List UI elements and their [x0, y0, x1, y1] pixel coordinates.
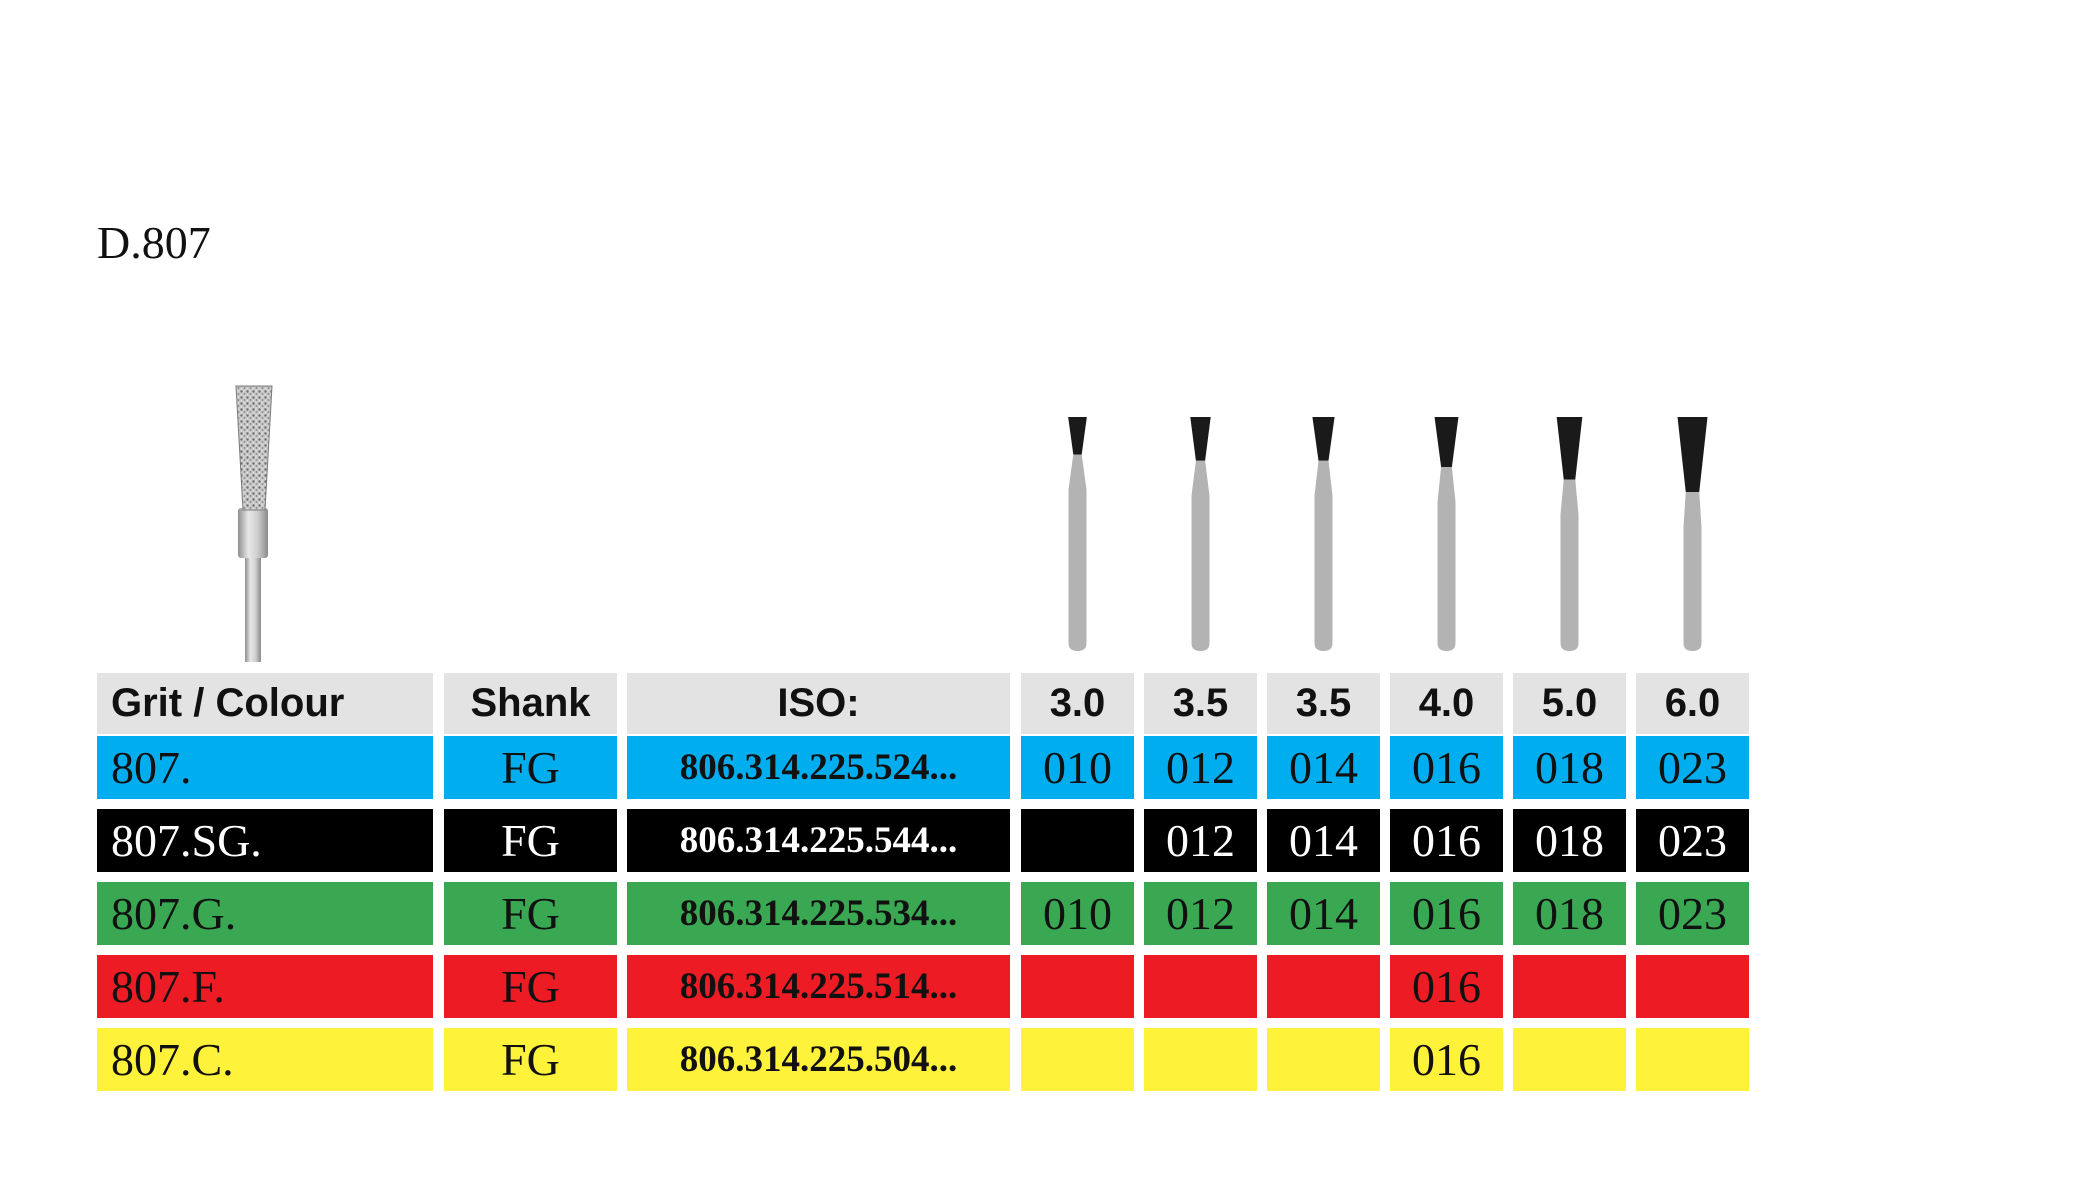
size-cell — [1513, 955, 1626, 1018]
grit-cell: 807.G. — [97, 882, 433, 945]
shank-cell: FG — [444, 882, 617, 945]
grit-cell: 807. — [97, 736, 433, 799]
size-cell: 018 — [1513, 809, 1626, 872]
size-cell — [1144, 1028, 1257, 1091]
page-title: D.807 — [97, 217, 211, 268]
iso-cell: 806.314.225.514... — [627, 955, 1010, 1018]
header-length: 6.0 — [1636, 673, 1749, 734]
size-cell: 014 — [1267, 736, 1380, 799]
iso-cell: 806.314.225.524... — [627, 736, 1010, 799]
size-cell — [1267, 955, 1380, 1018]
size-cell: 010 — [1021, 736, 1134, 799]
shank-cell: FG — [444, 1028, 617, 1091]
shank-cell: FG — [444, 736, 617, 799]
bur-shank — [1191, 460, 1210, 651]
bur-shank — [1683, 492, 1702, 651]
bur-shank — [1314, 460, 1333, 651]
header-shank: Shank — [444, 673, 617, 734]
header-iso: ISO: — [627, 673, 1010, 734]
size-cell: 014 — [1267, 882, 1380, 945]
size-cell: 016 — [1390, 882, 1503, 945]
size-cell: 023 — [1636, 736, 1749, 799]
bur-shank — [1560, 479, 1579, 651]
bur-photo-head — [235, 385, 273, 511]
shank-cell: FG — [444, 955, 617, 1018]
shank-cell: FG — [444, 809, 617, 872]
size-cell: 018 — [1513, 882, 1626, 945]
size-cell — [1267, 1028, 1380, 1091]
size-cell: 014 — [1267, 809, 1380, 872]
bur-silhouette-icon — [1434, 417, 1459, 651]
size-cell: 016 — [1390, 955, 1503, 1018]
size-cell — [1513, 1028, 1626, 1091]
header-length: 3.5 — [1267, 673, 1380, 734]
header-length: 5.0 — [1513, 673, 1626, 734]
bur-photo-neck — [238, 508, 268, 558]
bur-shank — [1068, 454, 1087, 651]
bur-head — [1434, 417, 1459, 467]
bur-head — [1677, 417, 1708, 492]
size-cell: 016 — [1390, 809, 1503, 872]
header-length: 3.5 — [1144, 673, 1257, 734]
iso-cell: 806.314.225.544... — [627, 809, 1010, 872]
size-cell: 023 — [1636, 809, 1749, 872]
header-grit-colour: Grit / Colour — [97, 673, 433, 734]
bur-shank — [1437, 467, 1456, 651]
bur-silhouette-icon — [1556, 417, 1583, 651]
size-cell: 012 — [1144, 809, 1257, 872]
size-cell — [1636, 1028, 1749, 1091]
size-cell — [1021, 809, 1134, 872]
diamond-bur-photo-icon — [235, 385, 273, 662]
size-cell — [1021, 955, 1134, 1018]
size-cell: 023 — [1636, 882, 1749, 945]
size-cell: 018 — [1513, 736, 1626, 799]
size-cell: 010 — [1021, 882, 1134, 945]
grit-cell: 807.F. — [97, 955, 433, 1018]
size-cell: 016 — [1390, 736, 1503, 799]
iso-cell: 806.314.225.504... — [627, 1028, 1010, 1091]
grit-cell: 807.SG. — [97, 809, 433, 872]
size-cell: 012 — [1144, 882, 1257, 945]
size-cell — [1144, 955, 1257, 1018]
bur-photo-shank — [245, 555, 261, 662]
bur-silhouette-icon — [1312, 417, 1335, 651]
bur-head — [1190, 417, 1211, 461]
size-cell — [1636, 955, 1749, 1018]
size-cell: 016 — [1390, 1028, 1503, 1091]
size-cell — [1021, 1028, 1134, 1091]
grit-cell: 807.C. — [97, 1028, 433, 1091]
bur-head — [1312, 417, 1335, 461]
iso-cell: 806.314.225.534... — [627, 882, 1010, 945]
bur-silhouette-icon — [1677, 417, 1708, 651]
bur-head — [1556, 417, 1583, 480]
size-cell: 012 — [1144, 736, 1257, 799]
header-length: 3.0 — [1021, 673, 1134, 734]
bur-silhouette-icon — [1190, 417, 1211, 651]
bur-silhouette-icon — [1068, 417, 1087, 651]
header-length: 4.0 — [1390, 673, 1503, 734]
bur-head — [1068, 417, 1087, 455]
